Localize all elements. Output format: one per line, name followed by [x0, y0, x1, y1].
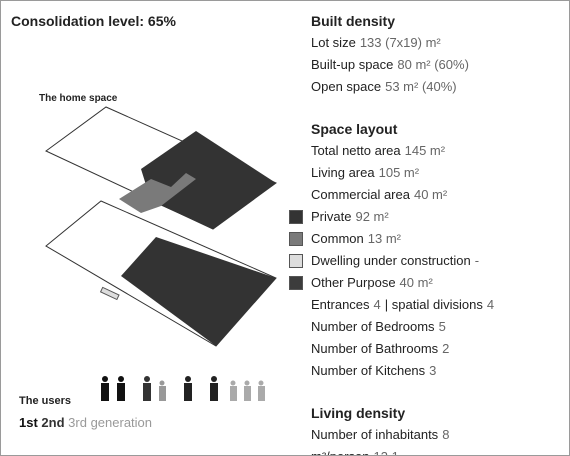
row-label: Total netto area [311, 143, 401, 158]
section-heading: Living density [311, 405, 406, 421]
legend-swatch [289, 210, 303, 224]
row-value: 2 [442, 341, 450, 356]
legend-swatch [289, 254, 303, 268]
row-label: Dwelling under construction [311, 253, 471, 268]
row: Number of Bedrooms 5 [311, 319, 446, 334]
row-value: 40 m² [413, 187, 448, 202]
user-icons [101, 376, 265, 401]
row: Open space 53 m² (40%) [311, 79, 457, 94]
home-space-label: The home space [39, 93, 118, 104]
row-value: 53 m² (40%) [385, 79, 457, 94]
row-label: m²/person [311, 449, 370, 455]
generation: 3rd generation [68, 415, 153, 430]
generation: 2nd [41, 415, 65, 430]
row-label: Common [311, 231, 364, 246]
row: Private 92 m² [311, 209, 389, 224]
row-value: 92 m² [355, 209, 389, 224]
row-value: 105 m² [378, 165, 420, 180]
row-value: 145 m² [404, 143, 446, 158]
row-value: 133 (7x19) m² [359, 35, 441, 50]
row-label: Commercial area [311, 187, 410, 202]
title: Consolidation level: 65% [11, 13, 176, 29]
floor-drawing [45, 106, 277, 401]
row: Common 13 m² [311, 231, 401, 246]
generation: 1st [19, 415, 38, 430]
row-value: 13.1 [374, 449, 399, 455]
section-heading: Space layout [311, 121, 398, 137]
legend-swatch [289, 276, 303, 290]
row-label: Number of Bedrooms [311, 319, 435, 334]
row: Dwelling under construction - [311, 253, 479, 268]
row-label: Number of Kitchens [311, 363, 426, 378]
row: Living area 105 m² [311, 165, 419, 180]
row-label: | spatial divisions [384, 297, 483, 312]
row: Built-up space 80 m² (60%) [311, 57, 469, 72]
row-value: 40 m² [399, 275, 433, 290]
row-label: Number of inhabitants [311, 427, 439, 442]
row-label: Number of Bathrooms [311, 341, 439, 356]
legend-swatch [289, 232, 303, 246]
section-heading: Built density [311, 13, 396, 29]
row-value: 80 m² (60%) [397, 57, 469, 72]
row-value: - [474, 253, 480, 268]
row-value: 5 [438, 319, 446, 334]
row-label: Built-up space [311, 57, 394, 72]
generations: 1st 2nd 3rd generation [19, 415, 152, 430]
row: Number of Bathrooms 2 [311, 341, 449, 356]
users-label: The users [19, 395, 71, 407]
row: Entrances 4 | spatial divisions 4 [311, 297, 494, 312]
row: Total netto area 145 m² [311, 143, 445, 158]
row: Commercial area 40 m² [311, 187, 447, 202]
row-value: 4 [486, 297, 495, 312]
row: Number of Kitchens 3 [311, 363, 436, 378]
row-value: 4 [373, 297, 381, 312]
row-label: Private [311, 209, 352, 224]
row: Number of inhabitants 8 [311, 427, 449, 442]
row-value: 13 m² [367, 231, 401, 246]
row-label: Entrances [311, 297, 370, 312]
row-value: 8 [442, 427, 450, 442]
row-value: 3 [429, 363, 437, 378]
row: Lot size 133 (7x19) m² [311, 35, 441, 50]
row: Other Purpose 40 m² [311, 275, 433, 290]
row-label: Living area [311, 165, 375, 180]
row-label: Open space [311, 79, 382, 94]
row: m²/person 13.1 [311, 449, 399, 455]
row-label: Other Purpose [311, 275, 396, 290]
row-label: Lot size [311, 35, 356, 50]
